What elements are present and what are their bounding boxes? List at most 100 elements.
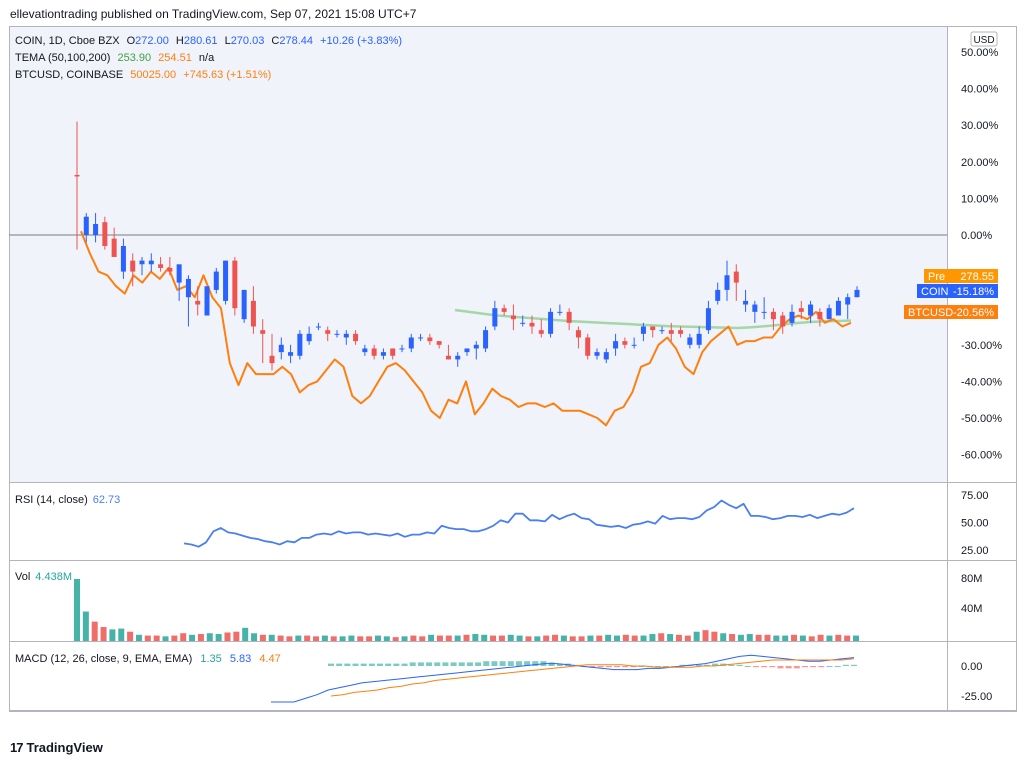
candle-body (139, 260, 145, 265)
rsi-legend[interactable]: RSI (14, close) 62.73 (15, 494, 120, 506)
volume-bar (764, 634, 771, 641)
time-tick-label: 16 (737, 711, 749, 712)
candle-body (158, 264, 164, 268)
volume-bar (552, 634, 559, 641)
volume-bar (640, 635, 647, 641)
volume-bar (410, 635, 417, 641)
candle-body (223, 260, 229, 301)
volume-bar (224, 632, 231, 641)
publisher-line: ellevationtrading published on TradingVi… (10, 7, 417, 21)
price-tick-label: -50.00% (961, 413, 1002, 425)
legend-line-3[interactable]: BTCUSD, COINBASE 50025.00 +745.63 (+1.51… (15, 69, 271, 81)
price-axis[interactable]: 50.00% 40.00% 30.00% 20.00% 10.00% 0.00% -30.0… (961, 47, 1002, 703)
macd-hist-bar (548, 662, 555, 666)
candle-body (371, 348, 377, 356)
candle-body (436, 341, 442, 345)
candle-body (501, 308, 507, 312)
volume-bar (516, 635, 523, 641)
candle-body (278, 344, 284, 353)
volume-bar (826, 635, 833, 641)
footer-brand[interactable]: 17 TradingView (10, 740, 103, 755)
time-tick-label: 15 (405, 711, 417, 712)
volume-bar (445, 635, 452, 641)
volume-pane[interactable] (9, 561, 947, 641)
candle-body (418, 337, 424, 339)
volume-bar (667, 634, 674, 641)
volume-bar (799, 635, 806, 641)
candle-body (835, 300, 841, 316)
macd-hist-bar (769, 666, 776, 668)
candle-body (585, 337, 591, 356)
coin-label: COIN (921, 286, 949, 298)
volume-bar (366, 636, 373, 641)
volume-bar (127, 631, 134, 641)
volume-bar (171, 635, 178, 641)
volume-bar (782, 635, 789, 641)
volume-bar (383, 636, 390, 641)
coin-label-box (917, 284, 998, 298)
volume-bar (596, 635, 603, 641)
candle-body (120, 245, 126, 272)
candle-body (529, 322, 535, 327)
volume-bar (454, 635, 461, 641)
currency-label: USD (973, 35, 994, 46)
candle-body (390, 348, 396, 356)
candle-body (817, 311, 823, 320)
currency-badge[interactable] (970, 31, 998, 47)
volume-bar (153, 635, 160, 641)
macd-hist-bar (728, 664, 735, 666)
volume-bar (543, 635, 550, 641)
macd-hist-bar (336, 663, 343, 666)
macd-hist-bar (466, 662, 473, 666)
candle-body (250, 300, 256, 327)
candle-body (798, 308, 804, 312)
rsi-tick-label: 50.00 (961, 518, 989, 530)
volume-bar (428, 634, 435, 641)
btc-label-box (904, 305, 998, 319)
volume-bar (91, 621, 98, 641)
volume-tick-label: 80M (961, 573, 982, 585)
macd-legend[interactable]: MACD (12, 26, close, 9, EMA, EMA) 1.35 5… (15, 653, 281, 665)
volume-bar (304, 635, 311, 641)
btc-label: BTCUSD (908, 307, 953, 319)
candle-body (306, 333, 312, 342)
volume-bar (534, 636, 541, 641)
volume-bar (490, 635, 497, 641)
macd-hist-bar (475, 662, 482, 666)
candle-body (260, 330, 266, 334)
rsi-pane[interactable] (9, 483, 947, 560)
price-tick-label: 10.00% (961, 193, 999, 205)
pre-label-box (924, 269, 998, 283)
macd-hist-bar (793, 666, 800, 669)
volume-bar (313, 636, 320, 641)
macd-hist-bar (826, 666, 833, 667)
volume-bar (100, 627, 107, 641)
volume-bar (720, 633, 727, 641)
legend-line-1[interactable]: COIN, 1D, Cboe BZX O272.00 H280.61 L270.… (15, 35, 402, 47)
candle-body (724, 275, 730, 290)
macd-hist-bar (679, 664, 686, 666)
volume-bar (693, 631, 700, 641)
macd-hist-bar (654, 666, 661, 667)
volume-bar (197, 634, 204, 641)
price-tick-label: -40.00% (961, 376, 1002, 388)
candle-body (74, 174, 80, 177)
macd-signal-line (330, 658, 855, 697)
candle-body (269, 355, 275, 364)
volume-legend[interactable]: Vol 4.438M (15, 571, 72, 583)
volume-bar (463, 634, 470, 641)
volume-bar (357, 636, 364, 641)
volume-bar (481, 634, 488, 641)
legend-line-2[interactable]: TEMA (50,100,200) 253.90 254.51 n/a (15, 52, 215, 64)
candle-body (427, 337, 433, 342)
pre-value: 278.55 (960, 271, 994, 283)
macd-hist-bar (368, 663, 375, 666)
time-axis[interactable]: 19 May 17 Jun 15 Jul 19 Aug 16 Sep 16 (93, 711, 920, 712)
candle-body (575, 330, 581, 338)
macd-hist-bar (417, 662, 424, 666)
volume-bar (286, 636, 293, 641)
macd-hist-bar (426, 662, 433, 666)
candle-body (241, 289, 247, 320)
volume-bar (729, 634, 736, 641)
main-pane[interactable] (9, 26, 947, 482)
